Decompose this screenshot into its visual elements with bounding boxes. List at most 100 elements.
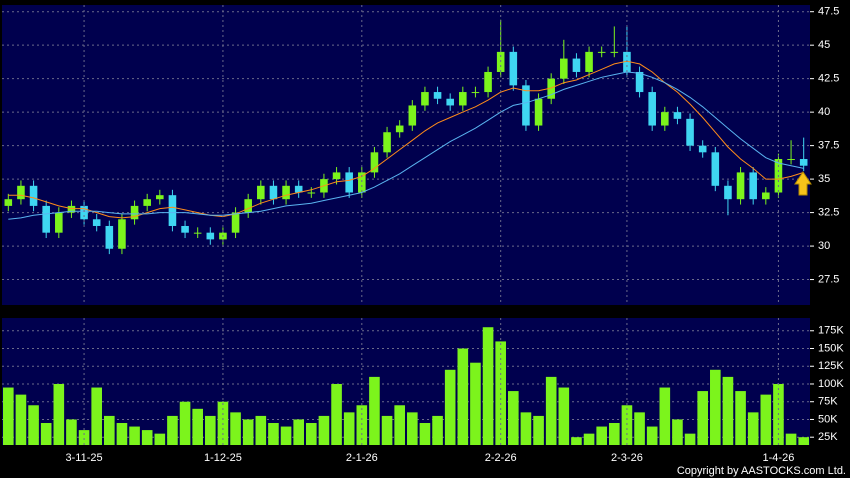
candle-body bbox=[597, 51, 606, 53]
candle-body bbox=[17, 185, 25, 200]
volume-bar bbox=[697, 391, 708, 445]
candle-body bbox=[585, 51, 593, 72]
candle-body bbox=[358, 172, 366, 193]
candle-body bbox=[459, 92, 467, 106]
candle-body bbox=[130, 205, 139, 220]
candle-body bbox=[421, 92, 429, 106]
volume-bar bbox=[141, 430, 153, 445]
candle-body bbox=[105, 225, 114, 249]
price-panel bbox=[2, 5, 810, 305]
y-tick-label: 45 bbox=[818, 39, 830, 51]
volume-bar bbox=[129, 426, 140, 445]
volume-bar bbox=[179, 401, 191, 445]
candle-body bbox=[648, 92, 656, 126]
volume-bar bbox=[684, 433, 696, 445]
volume-bar bbox=[306, 423, 317, 445]
candle-body bbox=[635, 71, 644, 93]
y-tick-label: 47.5 bbox=[818, 6, 839, 18]
y-tick-label: 100K bbox=[818, 378, 844, 390]
y-tick-label: 40 bbox=[818, 106, 830, 118]
volume-bar bbox=[343, 412, 355, 445]
volume-bar bbox=[520, 412, 532, 445]
candle-body bbox=[534, 98, 543, 126]
candle-body bbox=[547, 78, 555, 99]
volume-bar bbox=[78, 430, 90, 445]
volume-bar bbox=[545, 376, 557, 445]
candle-body bbox=[383, 132, 391, 153]
candle-body bbox=[484, 71, 492, 93]
volume-bar bbox=[785, 433, 797, 445]
volume-bar bbox=[710, 369, 721, 445]
candle-body bbox=[446, 98, 454, 106]
candle-body bbox=[698, 145, 707, 153]
candle-body bbox=[4, 199, 13, 206]
y-tick-label: 32.5 bbox=[818, 206, 839, 218]
candle-body bbox=[610, 51, 619, 53]
candle-body bbox=[193, 232, 202, 234]
candle-body bbox=[749, 172, 757, 200]
volume-bar bbox=[457, 348, 469, 445]
volume-bar bbox=[470, 362, 481, 445]
volume-bar bbox=[571, 437, 582, 445]
volume-bar bbox=[659, 387, 671, 445]
y-tick-label: 125K bbox=[818, 360, 844, 372]
volume-bar bbox=[760, 394, 772, 445]
volume-bar bbox=[280, 426, 292, 445]
candle-body bbox=[156, 195, 164, 200]
candle-body bbox=[269, 185, 278, 200]
y-tick-label: 27.5 bbox=[818, 273, 839, 285]
volume-bar bbox=[419, 423, 431, 445]
candle-body bbox=[143, 199, 151, 206]
volume-bar bbox=[230, 412, 241, 445]
plot-layer: 27.5 30 32.5 35 37.5 40 42.5 45 47.5 25K 50K 75K 100… bbox=[2, 5, 844, 464]
volume-bar bbox=[154, 433, 166, 445]
volume-bar bbox=[116, 423, 128, 445]
candle-body bbox=[29, 185, 38, 206]
volume-bar bbox=[40, 423, 52, 445]
volume-bar bbox=[104, 415, 115, 445]
candle-body bbox=[345, 172, 353, 193]
candle-body bbox=[67, 205, 76, 213]
candle-body bbox=[408, 105, 417, 126]
copyright: Copyright by AASTOCKS.com Ltd. bbox=[677, 465, 846, 477]
moving-average-line bbox=[8, 60, 804, 219]
candle-body bbox=[206, 232, 215, 240]
candle-body bbox=[244, 199, 252, 213]
candle-body bbox=[294, 185, 303, 193]
candle-body bbox=[572, 58, 581, 72]
candle-body bbox=[762, 192, 770, 200]
candle-body bbox=[80, 205, 88, 220]
moving-average-line bbox=[8, 71, 804, 220]
candle-body bbox=[307, 192, 316, 194]
candle-body bbox=[787, 159, 795, 161]
candle-body bbox=[181, 225, 189, 233]
candle-body bbox=[711, 152, 720, 186]
volume-bar bbox=[747, 412, 759, 445]
x-tick-label: 2-1-26 bbox=[346, 452, 378, 464]
candle-body bbox=[332, 172, 341, 180]
candle-body bbox=[799, 159, 808, 166]
volume-bar bbox=[583, 433, 595, 445]
volume-bar bbox=[205, 415, 216, 445]
y-tick-label: 35 bbox=[818, 173, 830, 185]
volume-bar bbox=[432, 415, 443, 445]
y-tick-label: 25K bbox=[818, 431, 838, 443]
volume-bar bbox=[634, 412, 645, 445]
y-tick-label: 42.5 bbox=[818, 73, 839, 85]
candle-body bbox=[257, 185, 265, 200]
y-tick-label: 50K bbox=[818, 413, 838, 425]
volume-bar bbox=[293, 419, 304, 445]
volume-bar bbox=[242, 419, 254, 445]
candle-body bbox=[168, 195, 177, 226]
x-tick-label: 2-2-26 bbox=[485, 452, 517, 464]
volume-bar bbox=[268, 423, 279, 445]
volume-bar bbox=[318, 415, 330, 445]
candle-body bbox=[118, 219, 126, 249]
candle-body bbox=[661, 112, 669, 126]
volume-bar bbox=[28, 405, 39, 445]
volume-bar bbox=[91, 387, 102, 445]
volume-bar bbox=[735, 391, 746, 445]
volume-bar bbox=[722, 376, 734, 445]
volume-bar bbox=[444, 369, 456, 445]
